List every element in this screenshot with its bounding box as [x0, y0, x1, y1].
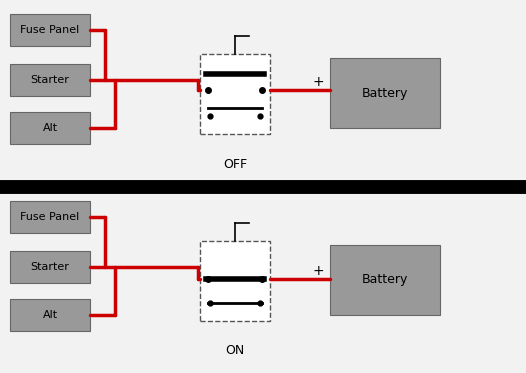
Bar [10, 112, 90, 144]
Bar [330, 245, 440, 315]
Text: +: + [312, 75, 324, 89]
Bar [200, 241, 270, 321]
Text: Battery: Battery [362, 87, 408, 100]
Bar [10, 299, 90, 331]
Text: Alt: Alt [43, 123, 57, 133]
Bar [10, 14, 90, 46]
Text: ON: ON [225, 344, 245, 357]
Text: +: + [312, 264, 324, 278]
Bar [10, 251, 90, 283]
Bar [330, 58, 440, 128]
Text: Fuse Panel: Fuse Panel [21, 211, 79, 222]
Text: Alt: Alt [43, 310, 57, 320]
Text: Battery: Battery [362, 273, 408, 286]
Text: Starter: Starter [31, 75, 69, 85]
Text: Fuse Panel: Fuse Panel [21, 25, 79, 35]
Text: OFF: OFF [223, 158, 247, 171]
Bar [10, 201, 90, 233]
Bar [200, 54, 270, 134]
Text: Starter: Starter [31, 262, 69, 272]
Bar [10, 64, 90, 96]
